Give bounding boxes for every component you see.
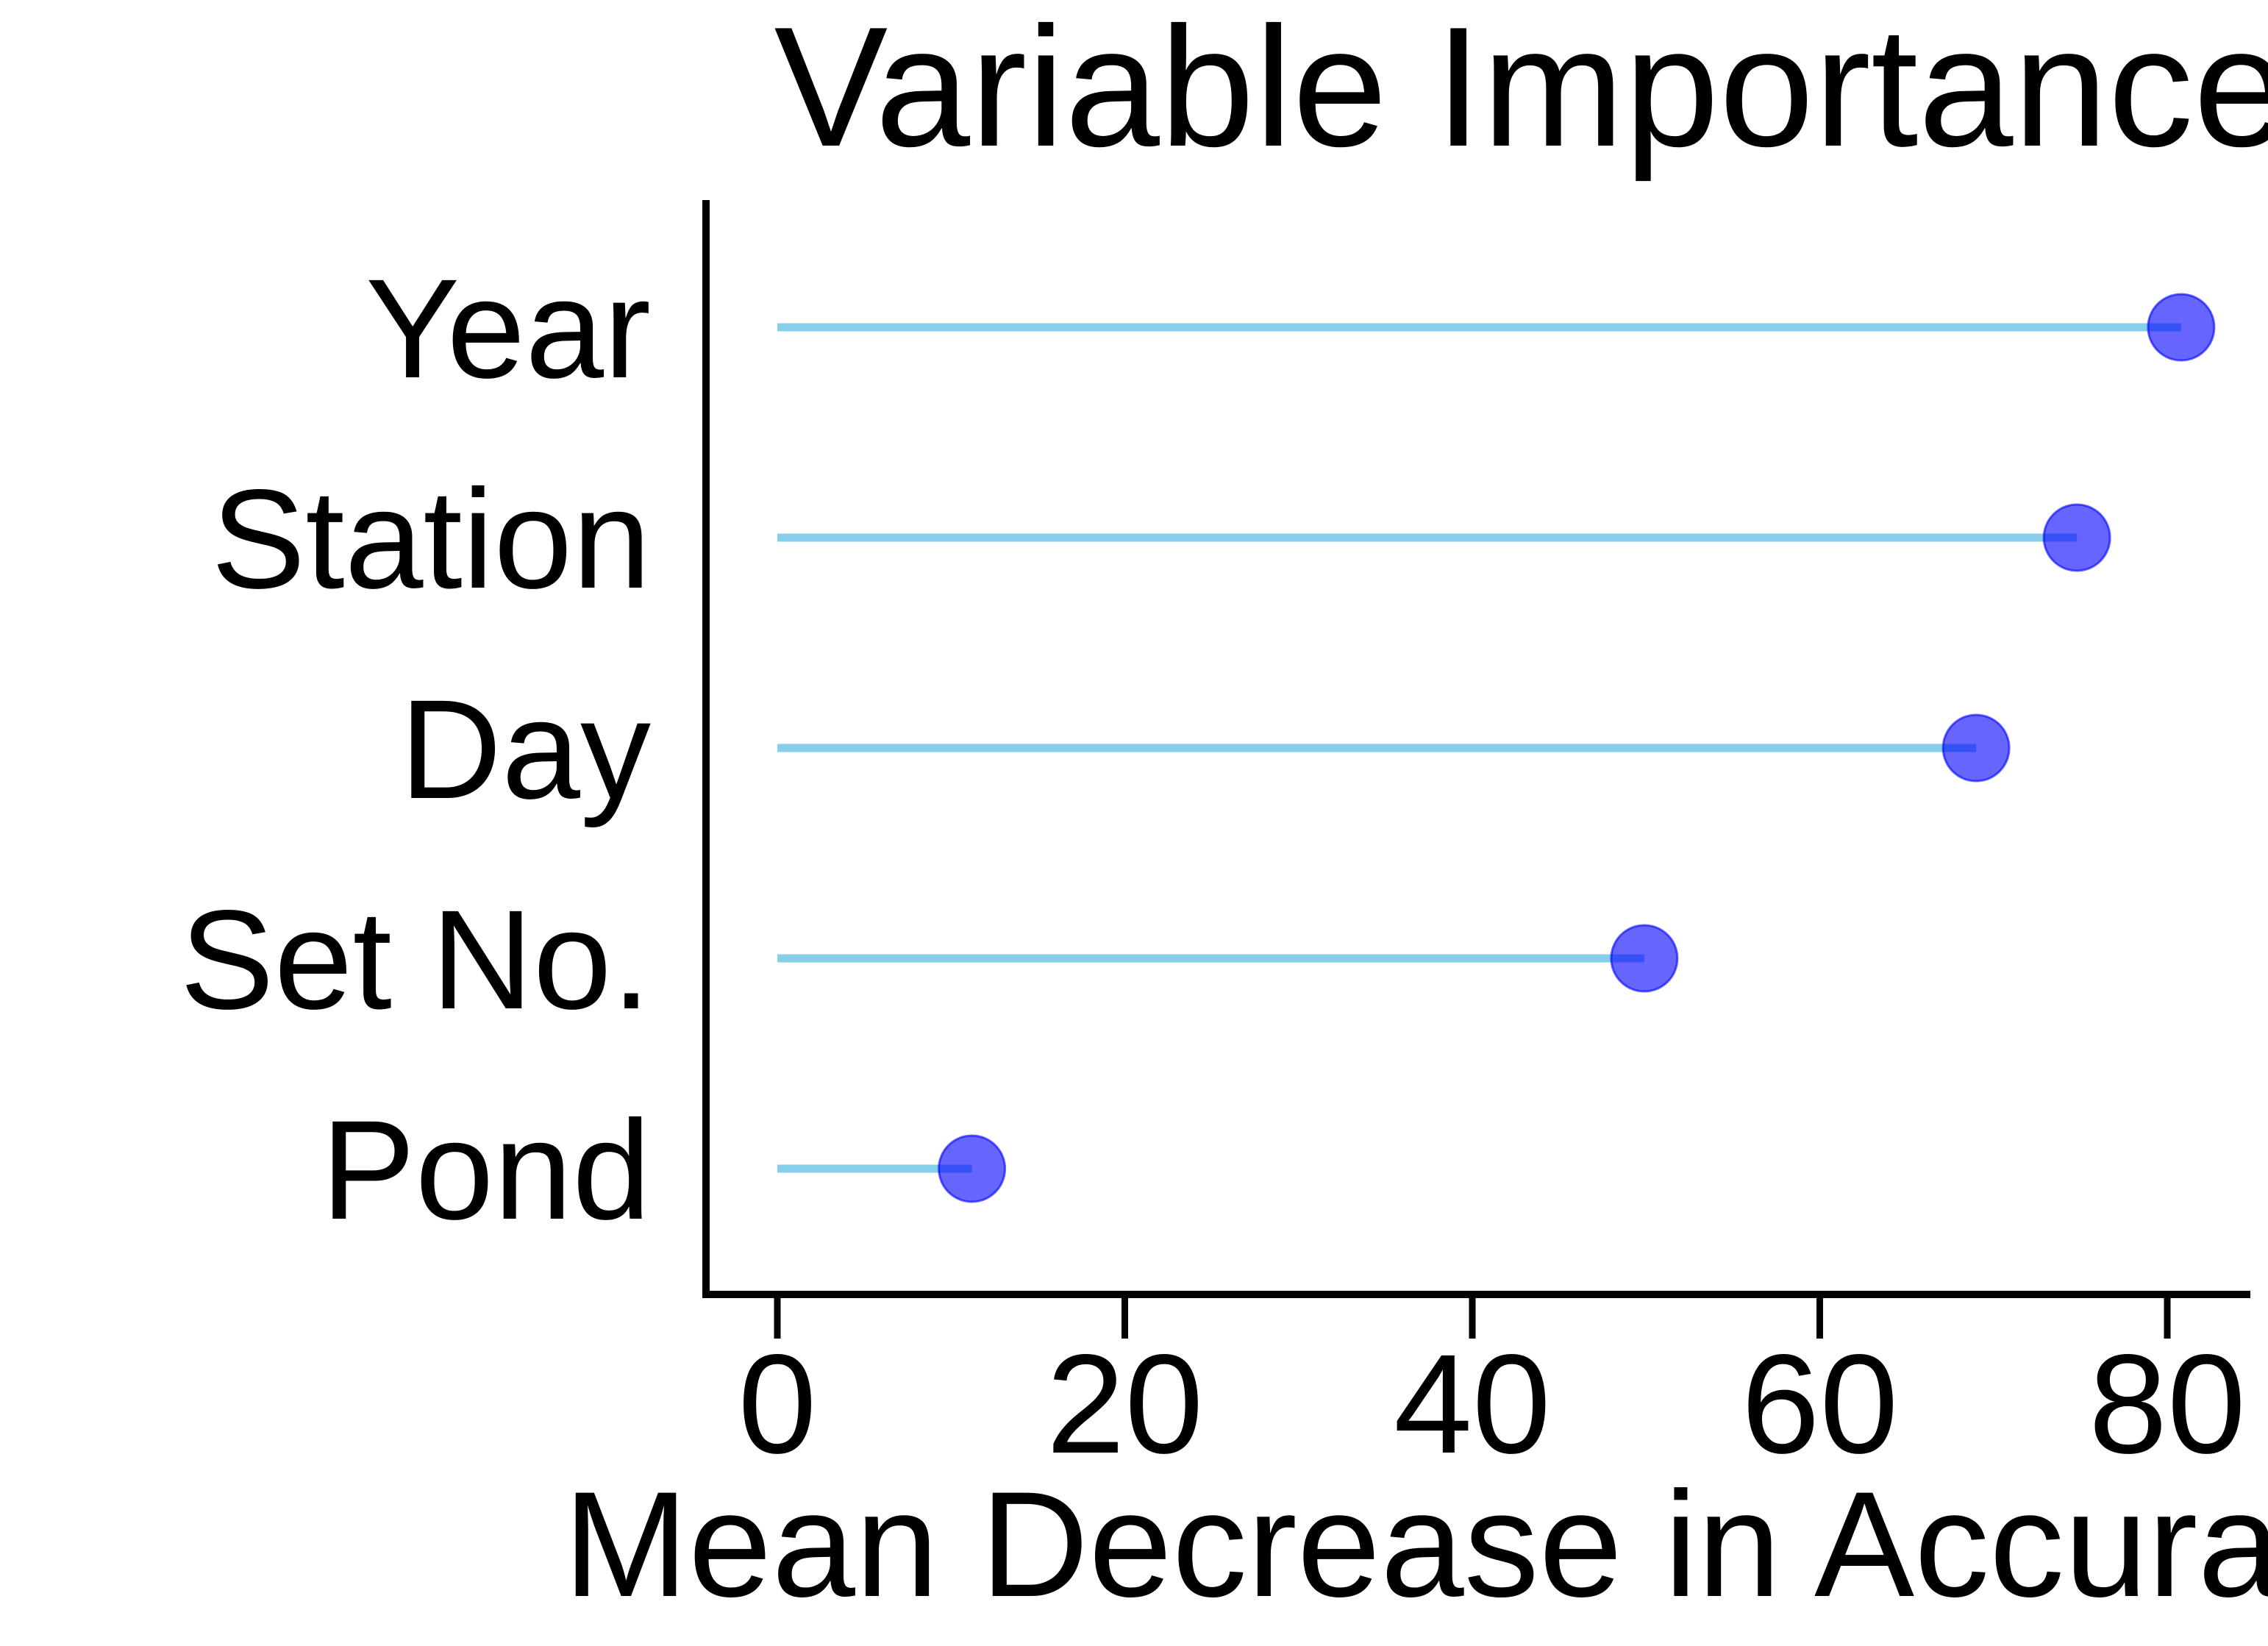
point-year	[2147, 293, 2216, 362]
point-pond	[938, 1134, 1007, 1203]
x-ticks: 0 20 40 60 80	[738, 1294, 2246, 1483]
category-label-day: Day	[400, 670, 651, 828]
category-label-station: Station	[211, 460, 651, 618]
category-label-set-no: Set No.	[180, 880, 651, 1038]
points	[938, 293, 2216, 1203]
point-day	[1941, 713, 2011, 783]
x-tick-label-0: 0	[738, 1325, 817, 1483]
x-axis-title: Mean Decrease in Accuracy	[563, 1461, 2268, 1628]
point-station	[2042, 503, 2111, 572]
axes	[702, 200, 2250, 1298]
category-label-year: Year	[365, 249, 651, 407]
category-labels: Year Station Day Set No. Pond	[180, 249, 651, 1249]
stems	[777, 323, 2181, 1173]
x-tick-label-40: 40	[1394, 1325, 1551, 1483]
category-label-pond: Pond	[321, 1091, 651, 1249]
x-tick-label-20: 20	[1046, 1325, 1204, 1483]
x-tick-label-80: 80	[2089, 1325, 2246, 1483]
point-set-no	[1610, 924, 1679, 993]
x-tick-label-60: 60	[1741, 1325, 1899, 1483]
chart-title: Variable Importance	[774, 0, 2268, 182]
